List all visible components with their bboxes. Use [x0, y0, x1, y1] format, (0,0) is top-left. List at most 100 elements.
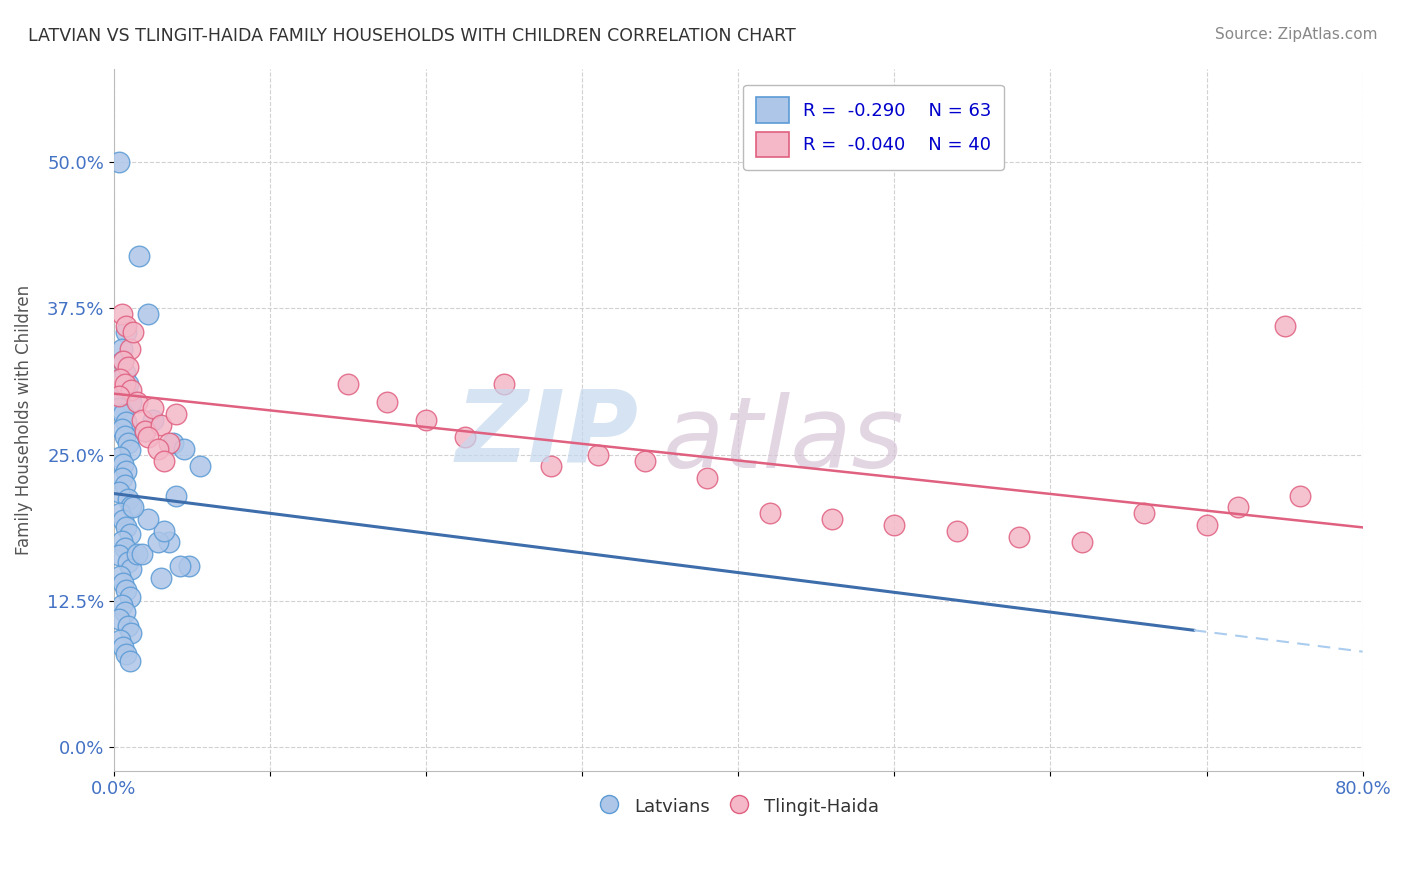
- Point: [149, 571, 172, 585]
- Point: [188, 459, 211, 474]
- Point: [153, 453, 176, 467]
- Point: [120, 395, 142, 409]
- Point: [110, 450, 132, 464]
- Point: [146, 535, 169, 549]
- Point: [165, 489, 187, 503]
- Point: [110, 569, 132, 583]
- Point: [149, 418, 172, 433]
- Point: [114, 478, 136, 492]
- Point: [1195, 517, 1218, 532]
- Point: [883, 517, 905, 532]
- Point: [115, 325, 138, 339]
- Point: [494, 377, 516, 392]
- Point: [118, 591, 141, 605]
- Point: [131, 547, 153, 561]
- Text: atlas: atlas: [664, 392, 905, 489]
- Point: [136, 512, 159, 526]
- Point: [107, 549, 129, 563]
- Point: [114, 377, 136, 392]
- Point: [118, 654, 141, 668]
- Point: [111, 534, 134, 549]
- Point: [117, 492, 139, 507]
- Point: [107, 611, 129, 625]
- Point: [177, 558, 200, 573]
- Point: [1289, 489, 1312, 503]
- Y-axis label: Family Households with Children: Family Households with Children: [15, 285, 32, 555]
- Point: [136, 430, 159, 444]
- Point: [115, 464, 138, 478]
- Point: [120, 562, 142, 576]
- Point: [146, 442, 169, 456]
- Point: [1133, 506, 1156, 520]
- Point: [114, 429, 136, 443]
- Point: [115, 318, 138, 333]
- Point: [121, 500, 143, 515]
- Point: [127, 547, 149, 561]
- Point: [110, 506, 132, 520]
- Point: [375, 395, 398, 409]
- Point: [111, 471, 134, 485]
- Point: [1070, 535, 1092, 549]
- Text: LATVIAN VS TLINGIT-HAIDA FAMILY HOUSEHOLDS WITH CHILDREN CORRELATION CHART: LATVIAN VS TLINGIT-HAIDA FAMILY HOUSEHOL…: [28, 27, 796, 45]
- Point: [586, 448, 609, 462]
- Point: [127, 395, 149, 409]
- Point: [118, 443, 141, 458]
- Point: [110, 632, 132, 647]
- Point: [118, 527, 141, 541]
- Point: [415, 412, 437, 426]
- Point: [134, 425, 156, 439]
- Point: [162, 436, 184, 450]
- Point: [110, 371, 132, 385]
- Point: [112, 576, 135, 591]
- Point: [110, 389, 132, 403]
- Point: [107, 389, 129, 403]
- Point: [169, 558, 191, 573]
- Point: [120, 625, 142, 640]
- Point: [134, 425, 156, 439]
- Point: [111, 422, 134, 436]
- Point: [112, 640, 135, 654]
- Point: [1274, 318, 1296, 333]
- Point: [946, 524, 969, 538]
- Point: [454, 430, 477, 444]
- Point: [120, 499, 142, 513]
- Point: [111, 598, 134, 612]
- Point: [111, 307, 134, 321]
- Point: [1008, 530, 1031, 544]
- Point: [107, 155, 129, 169]
- Point: [111, 343, 134, 357]
- Point: [821, 512, 844, 526]
- Point: [117, 377, 139, 392]
- Point: [117, 359, 139, 374]
- Point: [112, 457, 135, 471]
- Point: [107, 401, 129, 415]
- Point: [117, 618, 139, 632]
- Point: [173, 442, 195, 456]
- Point: [117, 555, 139, 569]
- Point: [136, 307, 159, 321]
- Point: [112, 354, 135, 368]
- Point: [112, 407, 135, 421]
- Point: [112, 354, 135, 368]
- Point: [157, 535, 180, 549]
- Point: [120, 384, 142, 398]
- Point: [157, 436, 180, 450]
- Point: [118, 343, 141, 357]
- Point: [114, 541, 136, 556]
- Point: [115, 415, 138, 429]
- Point: [115, 583, 138, 598]
- Point: [114, 366, 136, 380]
- Point: [696, 471, 718, 485]
- Point: [153, 524, 176, 538]
- Legend: Latvians, Tlingit-Haida: Latvians, Tlingit-Haida: [589, 788, 887, 825]
- Point: [142, 401, 165, 415]
- Point: [1226, 500, 1249, 515]
- Text: Source: ZipAtlas.com: Source: ZipAtlas.com: [1215, 27, 1378, 42]
- Point: [112, 513, 135, 527]
- Point: [142, 412, 165, 426]
- Point: [540, 459, 562, 474]
- Point: [115, 647, 138, 661]
- Point: [758, 506, 780, 520]
- Text: ZIP: ZIP: [456, 385, 638, 483]
- Point: [337, 377, 360, 392]
